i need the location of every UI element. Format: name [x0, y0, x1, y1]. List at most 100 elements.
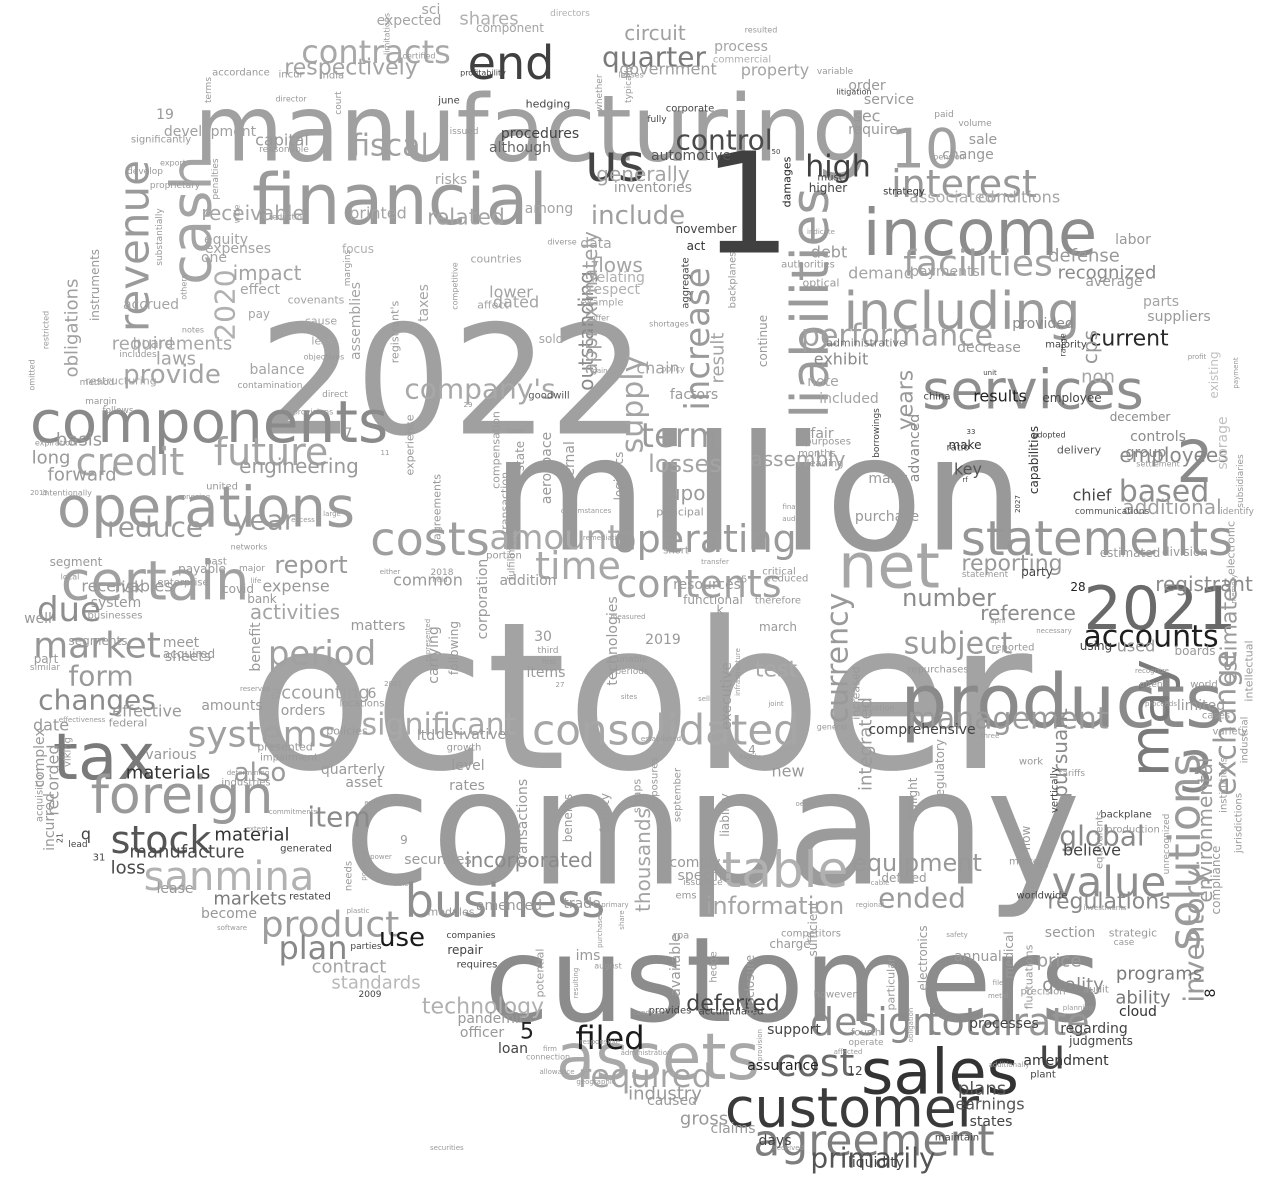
cloud-word: regulatory	[933, 739, 947, 801]
cloud-word: relating	[591, 270, 645, 286]
cloud-word: 21	[56, 833, 65, 843]
cloud-word: substantially	[155, 208, 165, 266]
cloud-word: liquidity	[848, 1155, 904, 1171]
cloud-word: base	[508, 427, 525, 435]
cloud-word: must	[817, 173, 842, 184]
cloud-word: comply	[670, 855, 721, 871]
cloud-word: period	[268, 634, 376, 674]
cloud-word: file	[993, 979, 1004, 987]
cloud-word: repair	[447, 943, 482, 957]
cloud-word: aerospace	[539, 432, 555, 504]
cloud-word: products	[900, 659, 1223, 745]
cloud-word: government	[619, 60, 717, 79]
cloud-word: k	[717, 603, 724, 617]
cloud-word: principal	[656, 506, 703, 519]
cloud-word: jurisdictions	[1234, 793, 1245, 854]
cloud-word: therefore	[755, 596, 801, 607]
cloud-word: respectively	[284, 56, 418, 81]
cloud-word: procedures	[501, 126, 579, 142]
cloud-word: 27	[556, 681, 565, 689]
cloud-word: included	[819, 391, 879, 407]
cloud-word: purchase	[855, 509, 919, 525]
cloud-word: end	[468, 36, 555, 90]
cloud-word: specific	[678, 868, 731, 884]
cloud-word: paid	[934, 110, 953, 120]
cloud-word: 2027	[1014, 495, 1022, 513]
cloud-word: india	[320, 71, 344, 82]
cloud-word: 28	[1070, 580, 1085, 594]
cloud-word: become	[201, 906, 257, 922]
cloud-word: accounts	[1083, 620, 1218, 655]
cloud-word: primarily	[810, 1142, 935, 1175]
cloud-word: cash	[160, 155, 225, 285]
cloud-word: covid	[222, 582, 254, 596]
cloud-word: existing	[1207, 351, 1221, 398]
cloud-word: 12	[847, 1064, 862, 1078]
cloud-word: conditions	[978, 188, 1060, 207]
cloud-word: reference	[980, 601, 1076, 625]
cloud-word: restructuring	[85, 375, 156, 388]
cloud-word: segment	[50, 555, 103, 569]
cloud-word: parties	[350, 942, 381, 952]
cloud-word: storage	[1215, 416, 1231, 469]
cloud-word: represented	[424, 619, 432, 661]
cloud-word: indicate	[807, 228, 835, 236]
cloud-word: settlement	[1136, 460, 1179, 469]
cloud-word: obligation	[907, 1008, 915, 1043]
cloud-word: number	[902, 584, 996, 612]
cloud-word: shortages	[649, 320, 689, 329]
cloud-word: using	[1080, 639, 1112, 653]
cloud-word: expense	[262, 577, 329, 596]
cloud-word: company's	[404, 373, 555, 406]
cloud-word: automotive	[651, 148, 731, 164]
cloud-word: 4	[748, 743, 756, 757]
cloud-word: states	[970, 1114, 1013, 1130]
cloud-word: executive	[719, 662, 735, 730]
cloud-word: communications	[1075, 507, 1150, 517]
cloud-word: forward	[47, 465, 116, 486]
cloud-word: maintain	[935, 1133, 979, 1144]
cloud-word: compensation	[490, 411, 503, 489]
cloud-word: certified	[402, 52, 435, 61]
cloud-word: affected	[834, 1048, 863, 1056]
cloud-word: available	[668, 933, 684, 996]
cloud-word: high	[805, 150, 870, 185]
cloud-word: competitive	[451, 262, 460, 310]
cloud-word: 15	[735, 575, 748, 586]
cloud-word: date	[33, 716, 69, 735]
cloud-word: ended	[878, 882, 966, 915]
cloud-word: significant	[362, 708, 517, 743]
cloud-word: capabilities	[1027, 426, 1041, 494]
cloud-word: limited	[1177, 698, 1225, 714]
cloud-word: component	[476, 21, 544, 35]
cloud-word: items	[527, 665, 566, 681]
cloud-word: level	[451, 758, 484, 774]
cloud-word: 1	[702, 124, 791, 287]
cloud-word: laws	[156, 349, 196, 370]
cloud-word: 10	[891, 118, 960, 181]
cloud-word: among	[525, 201, 574, 217]
cloud-word: affect	[477, 299, 509, 312]
cloud-word: resources	[673, 577, 741, 593]
cloud-word: advanced	[907, 414, 923, 482]
cloud-word: accordance	[212, 68, 270, 79]
cloud-word: china	[923, 392, 950, 403]
cloud-word: 2	[1177, 428, 1214, 496]
cloud-word: final	[782, 503, 797, 511]
cloud-word: state	[513, 441, 527, 471]
cloud-word: employees	[1119, 443, 1228, 467]
cloud-word: reduction	[269, 213, 307, 222]
cloud-word: unable	[617, 655, 648, 665]
cloud-word: defense	[1048, 246, 1120, 267]
cloud-word: margin	[85, 397, 117, 407]
cloud-word: current	[1089, 327, 1169, 352]
cloud-word: transfer	[701, 558, 729, 566]
cloud-word: circuit	[624, 21, 686, 45]
cloud-word: report	[274, 551, 347, 579]
cloud-word: sec	[854, 107, 881, 126]
cloud-word: system	[91, 595, 142, 611]
cloud-word: manufacture	[129, 842, 244, 863]
cloud-word: supply	[616, 355, 651, 454]
cloud-word: pay	[248, 307, 270, 321]
